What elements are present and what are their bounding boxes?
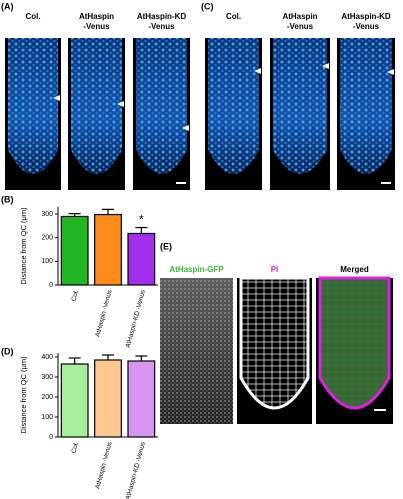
- x-tick-label: AtHaspin -Venus: [94, 440, 113, 489]
- y-axis-label: Distance from QC (μm): [19, 207, 28, 285]
- significance-mark: *: [139, 213, 144, 227]
- image-label: AtHaspin-KD: [341, 12, 391, 21]
- y-tick-label: 300: [41, 211, 53, 218]
- image-label: AtHaspin-GFP: [169, 265, 224, 274]
- bar: [60, 363, 89, 438]
- image-label: -Venus: [287, 22, 314, 31]
- bar: [94, 213, 122, 286]
- outline: [318, 276, 391, 410]
- panel-label: (B): [1, 194, 14, 204]
- panel-label: (D): [1, 346, 14, 356]
- y-tick-label: 0: [49, 434, 53, 441]
- image-label: Col.: [25, 12, 40, 21]
- bar: [60, 215, 89, 286]
- x-tick-label: Col.: [71, 441, 81, 454]
- x-tick-label: AtHaspin -Venus: [94, 288, 113, 337]
- outline: [239, 276, 310, 410]
- x-tick-label: AtHaspin-KD -Venus: [125, 440, 147, 499]
- image-label: AtHaspin: [282, 12, 317, 21]
- y-tick-label: 100: [41, 414, 53, 421]
- nuclei: [340, 38, 392, 174]
- y-tick-label: 200: [41, 235, 53, 242]
- cell-walls: [320, 278, 389, 408]
- image-label: AtHaspin-KD: [137, 12, 187, 21]
- nuclei: [208, 38, 259, 174]
- y-tick-label: 0: [49, 282, 53, 289]
- y-tick-label: 300: [41, 374, 53, 381]
- arrowhead: [254, 68, 261, 74]
- bar: [127, 360, 156, 438]
- panel-label: (A): [1, 1, 14, 11]
- nuclei: [8, 38, 58, 174]
- cell-walls: [241, 278, 308, 408]
- arrowhead: [53, 95, 60, 101]
- bar: [94, 359, 122, 438]
- y-tick-label: 200: [41, 394, 53, 401]
- arrowhead: [387, 69, 394, 75]
- image-label: -Venus: [148, 22, 175, 31]
- y-tick-label: 400: [41, 354, 53, 361]
- nuclei: [136, 38, 187, 174]
- image-label: -Venus: [353, 22, 380, 31]
- panel-label: (E): [160, 241, 172, 251]
- image-label: Col.: [226, 12, 241, 21]
- x-tick-label: Col.: [71, 289, 81, 302]
- nuclei: [273, 38, 327, 174]
- image-label: AtHaspin: [79, 12, 114, 21]
- arrowhead: [117, 101, 124, 107]
- y-axis-label: Distance from QC (μm): [19, 356, 28, 434]
- nuclei: [71, 38, 122, 174]
- arrowhead: [322, 63, 329, 69]
- image-label: Merged: [340, 265, 369, 274]
- arrowhead: [182, 125, 189, 131]
- image-label: PI: [271, 265, 279, 274]
- bar: [127, 232, 156, 286]
- image-label: -Venus: [83, 22, 110, 31]
- x-tick-label: AtHaspin-KD -Venus: [125, 288, 147, 348]
- panel-label: (C): [201, 1, 214, 11]
- grain: [160, 278, 233, 424]
- y-tick-label: 100: [41, 258, 53, 265]
